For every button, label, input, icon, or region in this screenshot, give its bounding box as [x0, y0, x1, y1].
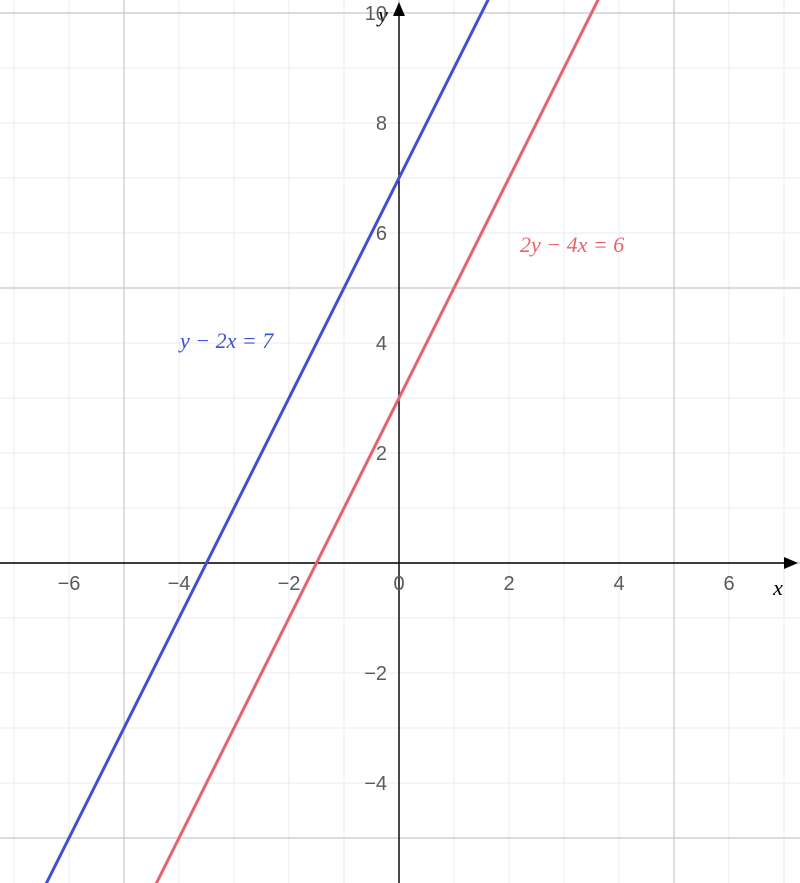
y-tick-label: 10	[365, 3, 387, 25]
x-tick-label: −2	[278, 573, 301, 595]
x-tick-label: 4	[613, 573, 624, 595]
y-tick-label: 6	[376, 223, 387, 245]
y-tick-label: −2	[364, 663, 387, 685]
plot-lines	[0, 0, 800, 883]
x-tick-label: 0	[393, 573, 404, 595]
blue-line	[0, 0, 800, 883]
red-line-label: 2y − 4x = 6	[520, 232, 624, 257]
major-gridlines	[0, 0, 800, 883]
red-line	[0, 0, 800, 883]
x-tick-label: −6	[58, 573, 81, 595]
equation-labels: y − 2x = 7 2y − 4x = 6	[178, 232, 624, 353]
x-tick-label: 2	[503, 573, 514, 595]
axes: xy	[0, 2, 798, 883]
y-tick-label: 4	[376, 333, 387, 355]
blue-line-label: y − 2x = 7	[178, 328, 274, 353]
y-tick-label: 2	[376, 443, 387, 465]
x-tick-label: 6	[723, 573, 734, 595]
y-tick-label: 8	[376, 113, 387, 135]
x-tick-label: −4	[168, 573, 191, 595]
tick-labels: −6 −4 −2 0 2 4 6 −4 −2 2 4 6 8 10	[58, 3, 735, 795]
coordinate-chart: xy −6 −4 −2 0 2 4 6 −4 −2 2 4 6 8 10 y − 2x = 7 2y − 4…	[0, 0, 800, 883]
minor-gridlines	[0, 0, 800, 883]
x-axis-label: x	[772, 575, 783, 600]
y-tick-label: −4	[364, 773, 387, 795]
